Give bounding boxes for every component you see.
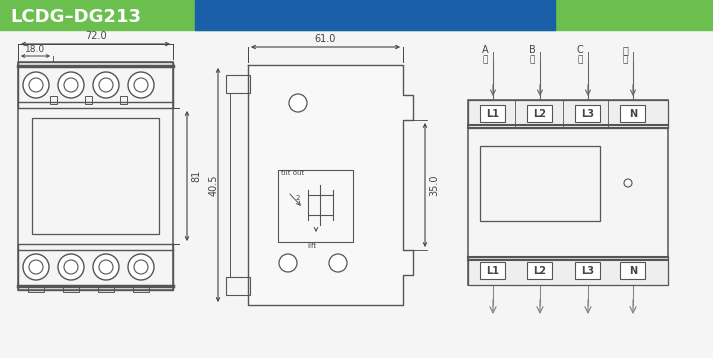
Text: 81: 81 — [191, 170, 201, 182]
Bar — [133, 285, 149, 292]
Bar — [480, 262, 505, 279]
Text: B: B — [528, 45, 535, 55]
Bar — [18, 244, 173, 290]
Bar — [527, 105, 552, 122]
Text: 61.0: 61.0 — [315, 34, 337, 44]
Text: L2: L2 — [533, 109, 546, 119]
Circle shape — [58, 254, 84, 280]
Circle shape — [128, 72, 154, 98]
Text: L3: L3 — [582, 109, 595, 119]
Circle shape — [134, 260, 148, 274]
Circle shape — [624, 179, 632, 187]
Bar — [120, 96, 127, 104]
Circle shape — [93, 254, 119, 280]
Bar — [468, 100, 668, 285]
Text: 相: 相 — [578, 55, 583, 64]
Circle shape — [99, 78, 113, 92]
Circle shape — [23, 72, 49, 98]
Bar — [226, 75, 250, 93]
Text: lift: lift — [307, 243, 316, 249]
Circle shape — [93, 72, 119, 98]
Circle shape — [29, 260, 43, 274]
Bar — [480, 146, 600, 221]
Polygon shape — [248, 65, 413, 305]
Text: A: A — [482, 45, 488, 55]
Text: 零: 零 — [622, 45, 628, 55]
Text: L1: L1 — [486, 109, 500, 119]
Circle shape — [99, 260, 113, 274]
Bar — [0, 0, 713, 30]
Bar — [18, 62, 173, 108]
Bar — [468, 100, 668, 128]
Bar — [278, 170, 353, 242]
Circle shape — [289, 94, 307, 112]
Text: N: N — [629, 109, 637, 119]
Bar — [98, 285, 114, 292]
Text: 40.5: 40.5 — [209, 174, 219, 196]
Bar — [620, 262, 645, 279]
Bar — [32, 118, 159, 234]
Text: 相: 相 — [529, 55, 535, 64]
Text: 18.0: 18.0 — [26, 45, 46, 54]
Bar — [63, 285, 79, 292]
Circle shape — [58, 72, 84, 98]
Bar — [468, 257, 668, 285]
Circle shape — [29, 78, 43, 92]
Circle shape — [64, 78, 78, 92]
Circle shape — [128, 254, 154, 280]
Bar — [226, 277, 250, 295]
Text: LCDG–DG213: LCDG–DG213 — [10, 8, 141, 26]
Bar — [85, 96, 92, 104]
Circle shape — [279, 254, 297, 272]
Bar — [527, 262, 552, 279]
Bar — [28, 285, 44, 292]
Bar — [195, 0, 555, 30]
Text: L2: L2 — [533, 266, 546, 276]
Circle shape — [23, 254, 49, 280]
Bar — [480, 105, 505, 122]
Circle shape — [64, 260, 78, 274]
Bar — [575, 105, 600, 122]
Text: L3: L3 — [582, 266, 595, 276]
Text: 35.0: 35.0 — [429, 174, 439, 196]
Bar — [620, 105, 645, 122]
Bar — [18, 62, 173, 290]
Bar — [50, 96, 57, 104]
Circle shape — [329, 254, 347, 272]
Text: 相: 相 — [482, 55, 488, 64]
Text: tilt out: tilt out — [281, 170, 304, 176]
Text: N: N — [629, 266, 637, 276]
Text: 线: 线 — [622, 55, 627, 64]
Text: C: C — [577, 45, 583, 55]
Text: 72.0: 72.0 — [85, 31, 106, 41]
Bar — [575, 262, 600, 279]
Text: 2: 2 — [296, 195, 300, 201]
Circle shape — [134, 78, 148, 92]
Text: L1: L1 — [486, 266, 500, 276]
